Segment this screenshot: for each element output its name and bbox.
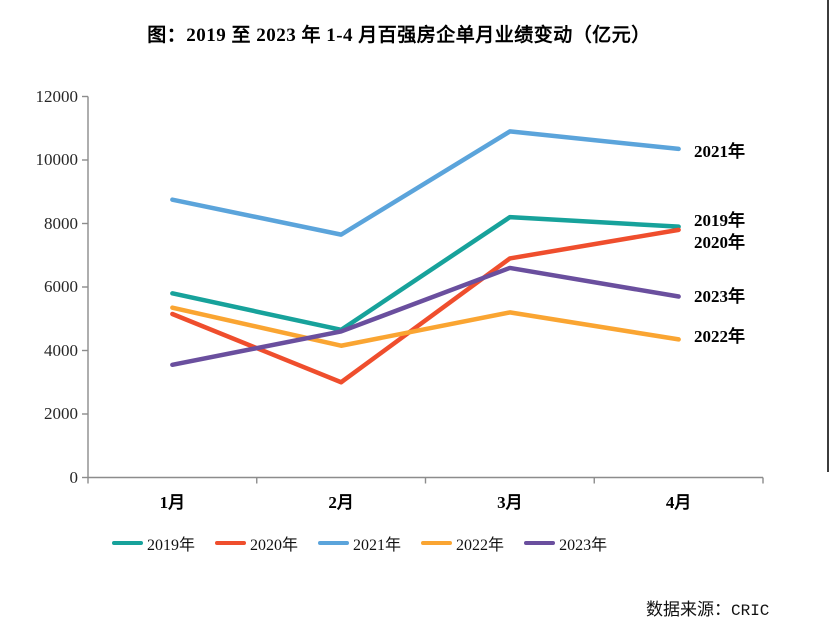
legend-label: 2023年 (559, 537, 608, 554)
page-border-line (827, 0, 829, 472)
y-tick-label: 6000 (44, 277, 78, 296)
series-line-2022年 (170, 305, 681, 348)
x-tick-label: 2月 (328, 493, 354, 512)
legend-swatch (421, 540, 453, 546)
legend-item-2020年: 2020年 (215, 531, 298, 555)
legend-swatch (318, 540, 350, 546)
legend-label: 2019年 (147, 537, 196, 554)
series-line-2020年 (170, 227, 681, 385)
legend-item-2021年: 2021年 (318, 531, 401, 555)
series-end-label-2020年: 2020年 (694, 233, 745, 253)
data-source-label: 数据来源： (646, 600, 731, 619)
legend-label: 2021年 (353, 537, 402, 554)
series-line-2019年 (170, 214, 681, 333)
x-tick-label: 3月 (497, 493, 523, 512)
legend-item-2023年: 2023年 (524, 531, 607, 555)
x-tick-label: 1月 (159, 493, 186, 512)
series-end-label-2023年: 2023年 (694, 286, 745, 306)
y-tick-label: 8000 (44, 213, 78, 233)
series-end-label-2021年: 2021年 (694, 141, 745, 161)
legend-label: 2020年 (250, 537, 299, 554)
series-line-2023年 (170, 265, 681, 368)
legend-item-2019年: 2019年 (112, 531, 195, 555)
x-tick-label: 4月 (665, 493, 692, 512)
legend-swatch (524, 540, 556, 546)
legend-swatch (215, 540, 247, 546)
y-tick-label: 10000 (35, 150, 79, 169)
y-tick-label: 0 (69, 467, 79, 487)
series-line-2021年 (170, 129, 681, 237)
y-tick-label: 2000 (44, 404, 78, 423)
chart-title: 图：2019 至 2023 年 1-4 月百强房企单月业绩变动（亿元） (147, 25, 651, 46)
legend-swatch (112, 540, 143, 546)
y-tick-label: 4000 (44, 340, 78, 360)
legend-item-2022年: 2022年 (421, 531, 504, 555)
series-end-label-2022年: 2022年 (694, 326, 745, 346)
legend-label: 2022年 (456, 537, 505, 554)
y-tick-label: 12000 (35, 86, 79, 106)
series-end-label-2019年: 2019年 (694, 210, 745, 230)
data-source: 数据来源：CRIC (646, 595, 769, 620)
data-source-value: CRIC (731, 602, 770, 620)
chart-legend: 2019年 2020年 2021年 2022年 2023年 (112, 531, 627, 555)
